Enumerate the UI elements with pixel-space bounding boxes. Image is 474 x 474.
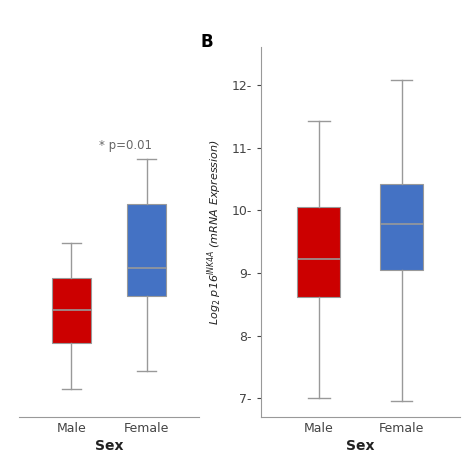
PathPatch shape xyxy=(52,278,91,343)
PathPatch shape xyxy=(127,204,166,296)
PathPatch shape xyxy=(297,207,340,297)
Text: * p=0.01: * p=0.01 xyxy=(99,139,152,152)
Text: B: B xyxy=(201,33,214,51)
X-axis label: Sex: Sex xyxy=(95,439,123,453)
PathPatch shape xyxy=(380,184,423,270)
X-axis label: Sex: Sex xyxy=(346,439,374,453)
Y-axis label: Log$_2$ p16$^{INK4A}$ (mRNA Expression): Log$_2$ p16$^{INK4A}$ (mRNA Expression) xyxy=(206,139,224,325)
